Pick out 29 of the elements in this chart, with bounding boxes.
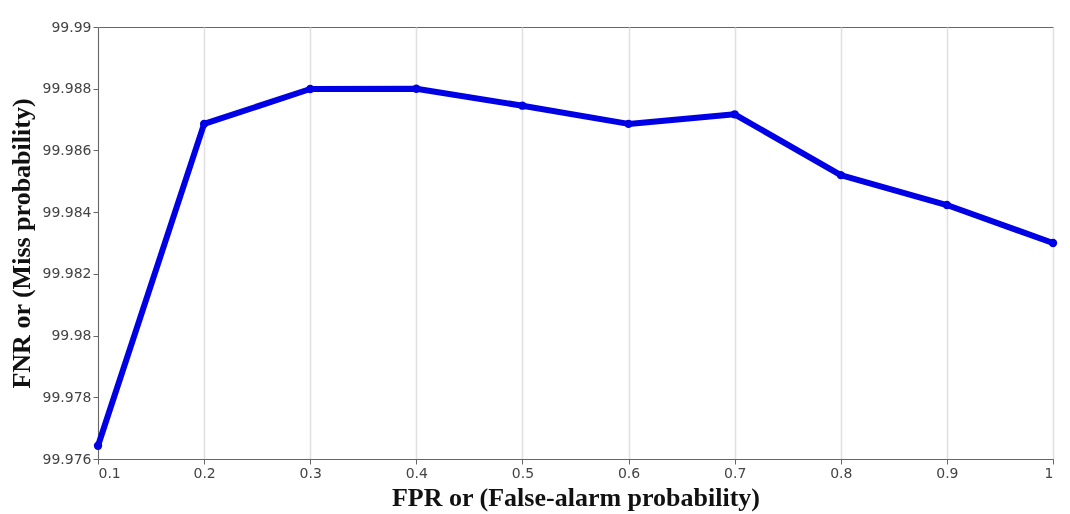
y-axis-title: FNR or (Miss probability) — [6, 98, 36, 389]
x-tick-label: 0.8 — [830, 464, 853, 481]
x-tick-label: 0.7 — [724, 464, 747, 481]
point — [518, 101, 527, 110]
x-tick-label: 0.9 — [936, 464, 959, 481]
x-tick-label: 1 — [1044, 464, 1054, 481]
x-tick-label: 0.5 — [511, 464, 535, 481]
point — [624, 119, 633, 129]
y-tick-label: 99.984 — [42, 203, 92, 220]
point — [1048, 238, 1058, 248]
y-tick-label: 99.976 — [42, 450, 92, 467]
point — [412, 84, 421, 93]
point — [93, 441, 103, 450]
y-tick-label: 99.988 — [42, 80, 92, 97]
y-tick-label: 99.986 — [42, 141, 92, 158]
x-tick-label: 0.2 — [193, 464, 216, 481]
y-tick-label: 99.978 — [42, 388, 92, 405]
point — [199, 119, 209, 129]
x-tick-label: 0.1 — [98, 464, 121, 481]
x-tick-label: 0.6 — [617, 464, 641, 481]
x-axis-title: FPR or (False-alarm probability) — [391, 482, 761, 512]
y-tick-label: 99.982 — [42, 265, 92, 282]
point — [942, 200, 952, 210]
y-tick-label: 99.98 — [51, 327, 92, 344]
point — [730, 110, 739, 119]
point — [836, 170, 845, 180]
y-tick-label: 99.99 — [51, 18, 92, 35]
x-tick-label: 0.4 — [405, 464, 429, 481]
x-tick-label: 0.3 — [299, 464, 322, 481]
